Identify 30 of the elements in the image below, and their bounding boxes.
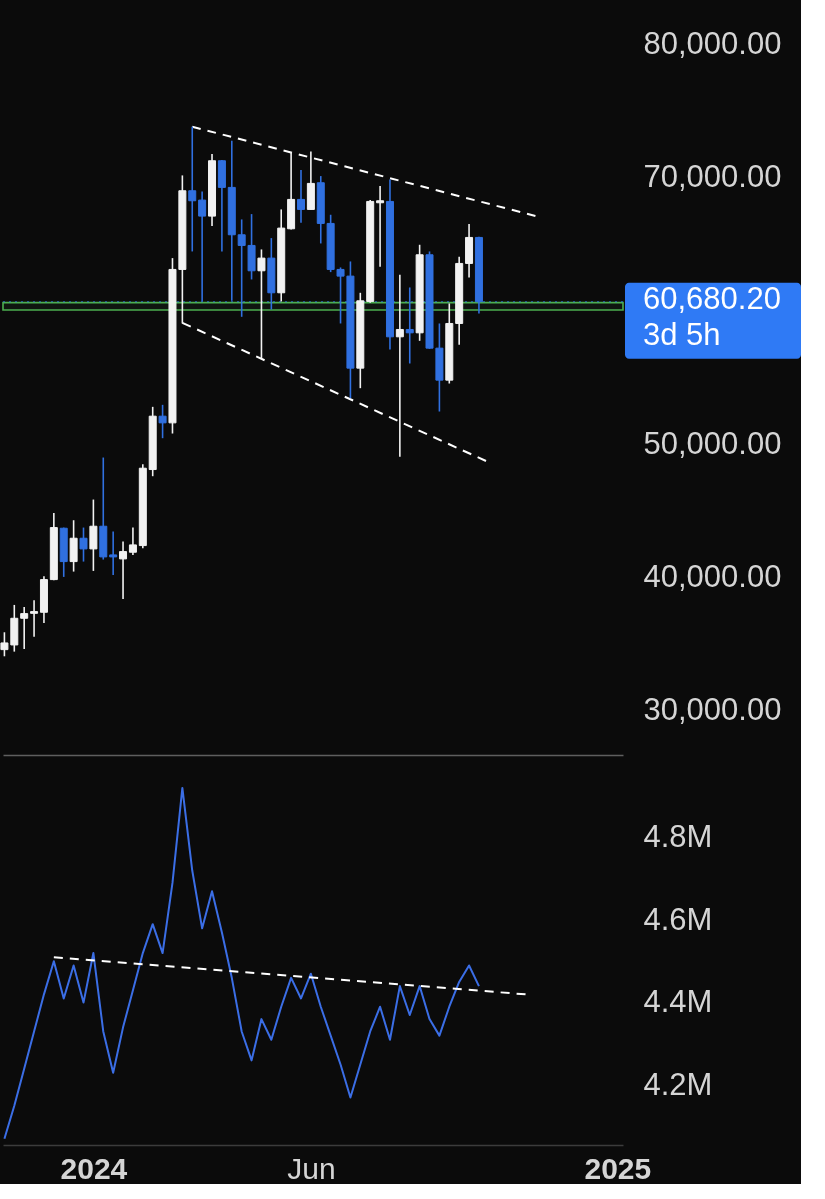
y-tick-label: 4.8M: [643, 818, 713, 854]
candlestick: [395, 273, 404, 458]
candlestick: [20, 606, 29, 650]
candlestick: [198, 190, 207, 303]
y-tick-label: 70,000.00: [643, 158, 782, 194]
candlestick: [376, 185, 385, 268]
y-tick-label: 40,000.00: [643, 559, 782, 595]
candlestick: [79, 526, 88, 563]
candlestick: [109, 530, 118, 576]
candlestick: [257, 248, 266, 359]
candlestick: [128, 526, 137, 556]
candlestick: [119, 540, 128, 600]
y-tick-label: 4.2M: [643, 1066, 713, 1102]
y-tick-label: 80,000.00: [643, 25, 782, 61]
candlestick: [69, 519, 78, 573]
candlestick: [188, 125, 197, 253]
y-tick-label: 30,000.00: [643, 692, 782, 728]
line-series: [3, 786, 480, 1140]
y-tick-label: 4.6M: [643, 901, 713, 937]
candlestick: [89, 498, 98, 572]
candlestick: [405, 286, 414, 365]
candlestick: [297, 169, 305, 224]
x-tick-label: 2024: [60, 1151, 128, 1185]
x-tick-label: Jun: [287, 1151, 336, 1185]
y-tick-label: 4.4M: [643, 984, 713, 1020]
candlestick: [158, 404, 167, 439]
ref-line-label: 60,680.20 3d 5h: [643, 280, 781, 352]
x-tick-label: 2025: [584, 1151, 652, 1185]
candlestick: [30, 599, 39, 638]
y-tick-label: 50,000.00: [643, 425, 782, 461]
